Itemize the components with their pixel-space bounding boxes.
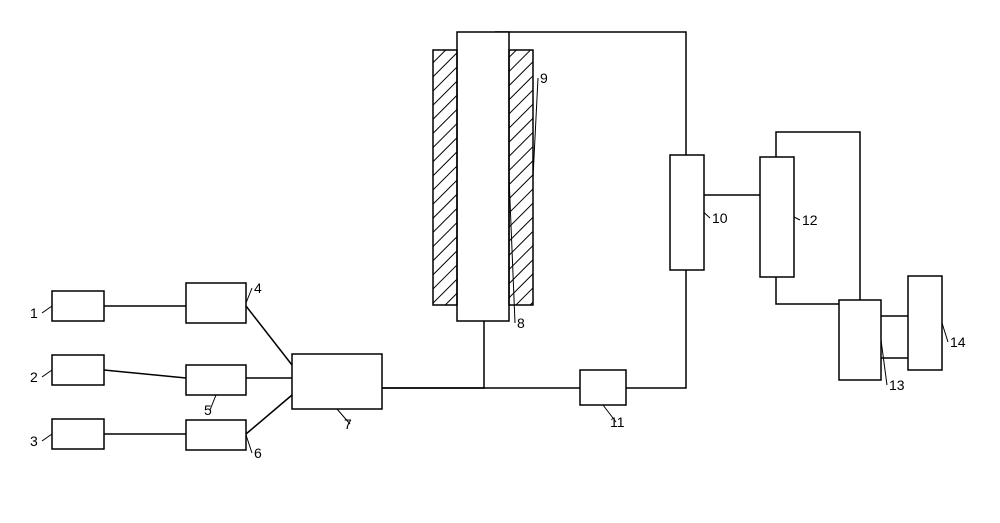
connector-line	[246, 306, 292, 365]
leader-line	[42, 306, 52, 313]
node-box-10	[670, 155, 704, 270]
process-diagram	[0, 0, 1000, 523]
leader-line	[942, 323, 948, 342]
node-box-14	[908, 276, 942, 370]
node-box-12	[760, 157, 794, 277]
connector-line	[104, 370, 186, 378]
node-box-6	[186, 420, 246, 450]
leader-line	[794, 217, 800, 220]
node-label-7: 7	[344, 416, 352, 432]
connector-line	[626, 270, 686, 388]
node-label-11: 11	[610, 414, 625, 430]
leader-line	[881, 340, 887, 385]
node-box-2	[52, 355, 104, 385]
leader-line	[42, 370, 52, 377]
node-box-13	[839, 300, 881, 380]
connector-line	[246, 395, 292, 434]
node-label-2: 2	[30, 369, 38, 385]
node-label-10: 10	[712, 210, 728, 226]
node-label-13: 13	[889, 377, 905, 393]
node-label-14: 14	[950, 334, 966, 350]
node-box-3	[52, 419, 104, 449]
node-box-9_right	[509, 50, 533, 305]
leader-line	[246, 435, 252, 453]
node-label-12: 12	[802, 212, 818, 228]
leader-line	[704, 213, 710, 219]
node-label-5: 5	[204, 402, 212, 418]
leader-line	[42, 434, 52, 441]
connector-line	[382, 321, 484, 388]
node-label-6: 6	[254, 445, 262, 461]
node-box-11	[580, 370, 626, 405]
node-label-3: 3	[30, 433, 38, 449]
node-label-4: 4	[254, 280, 262, 296]
node-box-7	[292, 354, 382, 409]
node-box-9_left	[433, 50, 457, 305]
node-label-9_right: 9	[540, 70, 548, 86]
node-label-1: 1	[30, 305, 38, 321]
node-box-1	[52, 291, 104, 321]
node-label-8: 8	[517, 315, 525, 331]
leader-line	[246, 288, 252, 303]
node-box-5	[186, 365, 246, 395]
node-box-8	[457, 32, 509, 321]
node-box-4	[186, 283, 246, 323]
